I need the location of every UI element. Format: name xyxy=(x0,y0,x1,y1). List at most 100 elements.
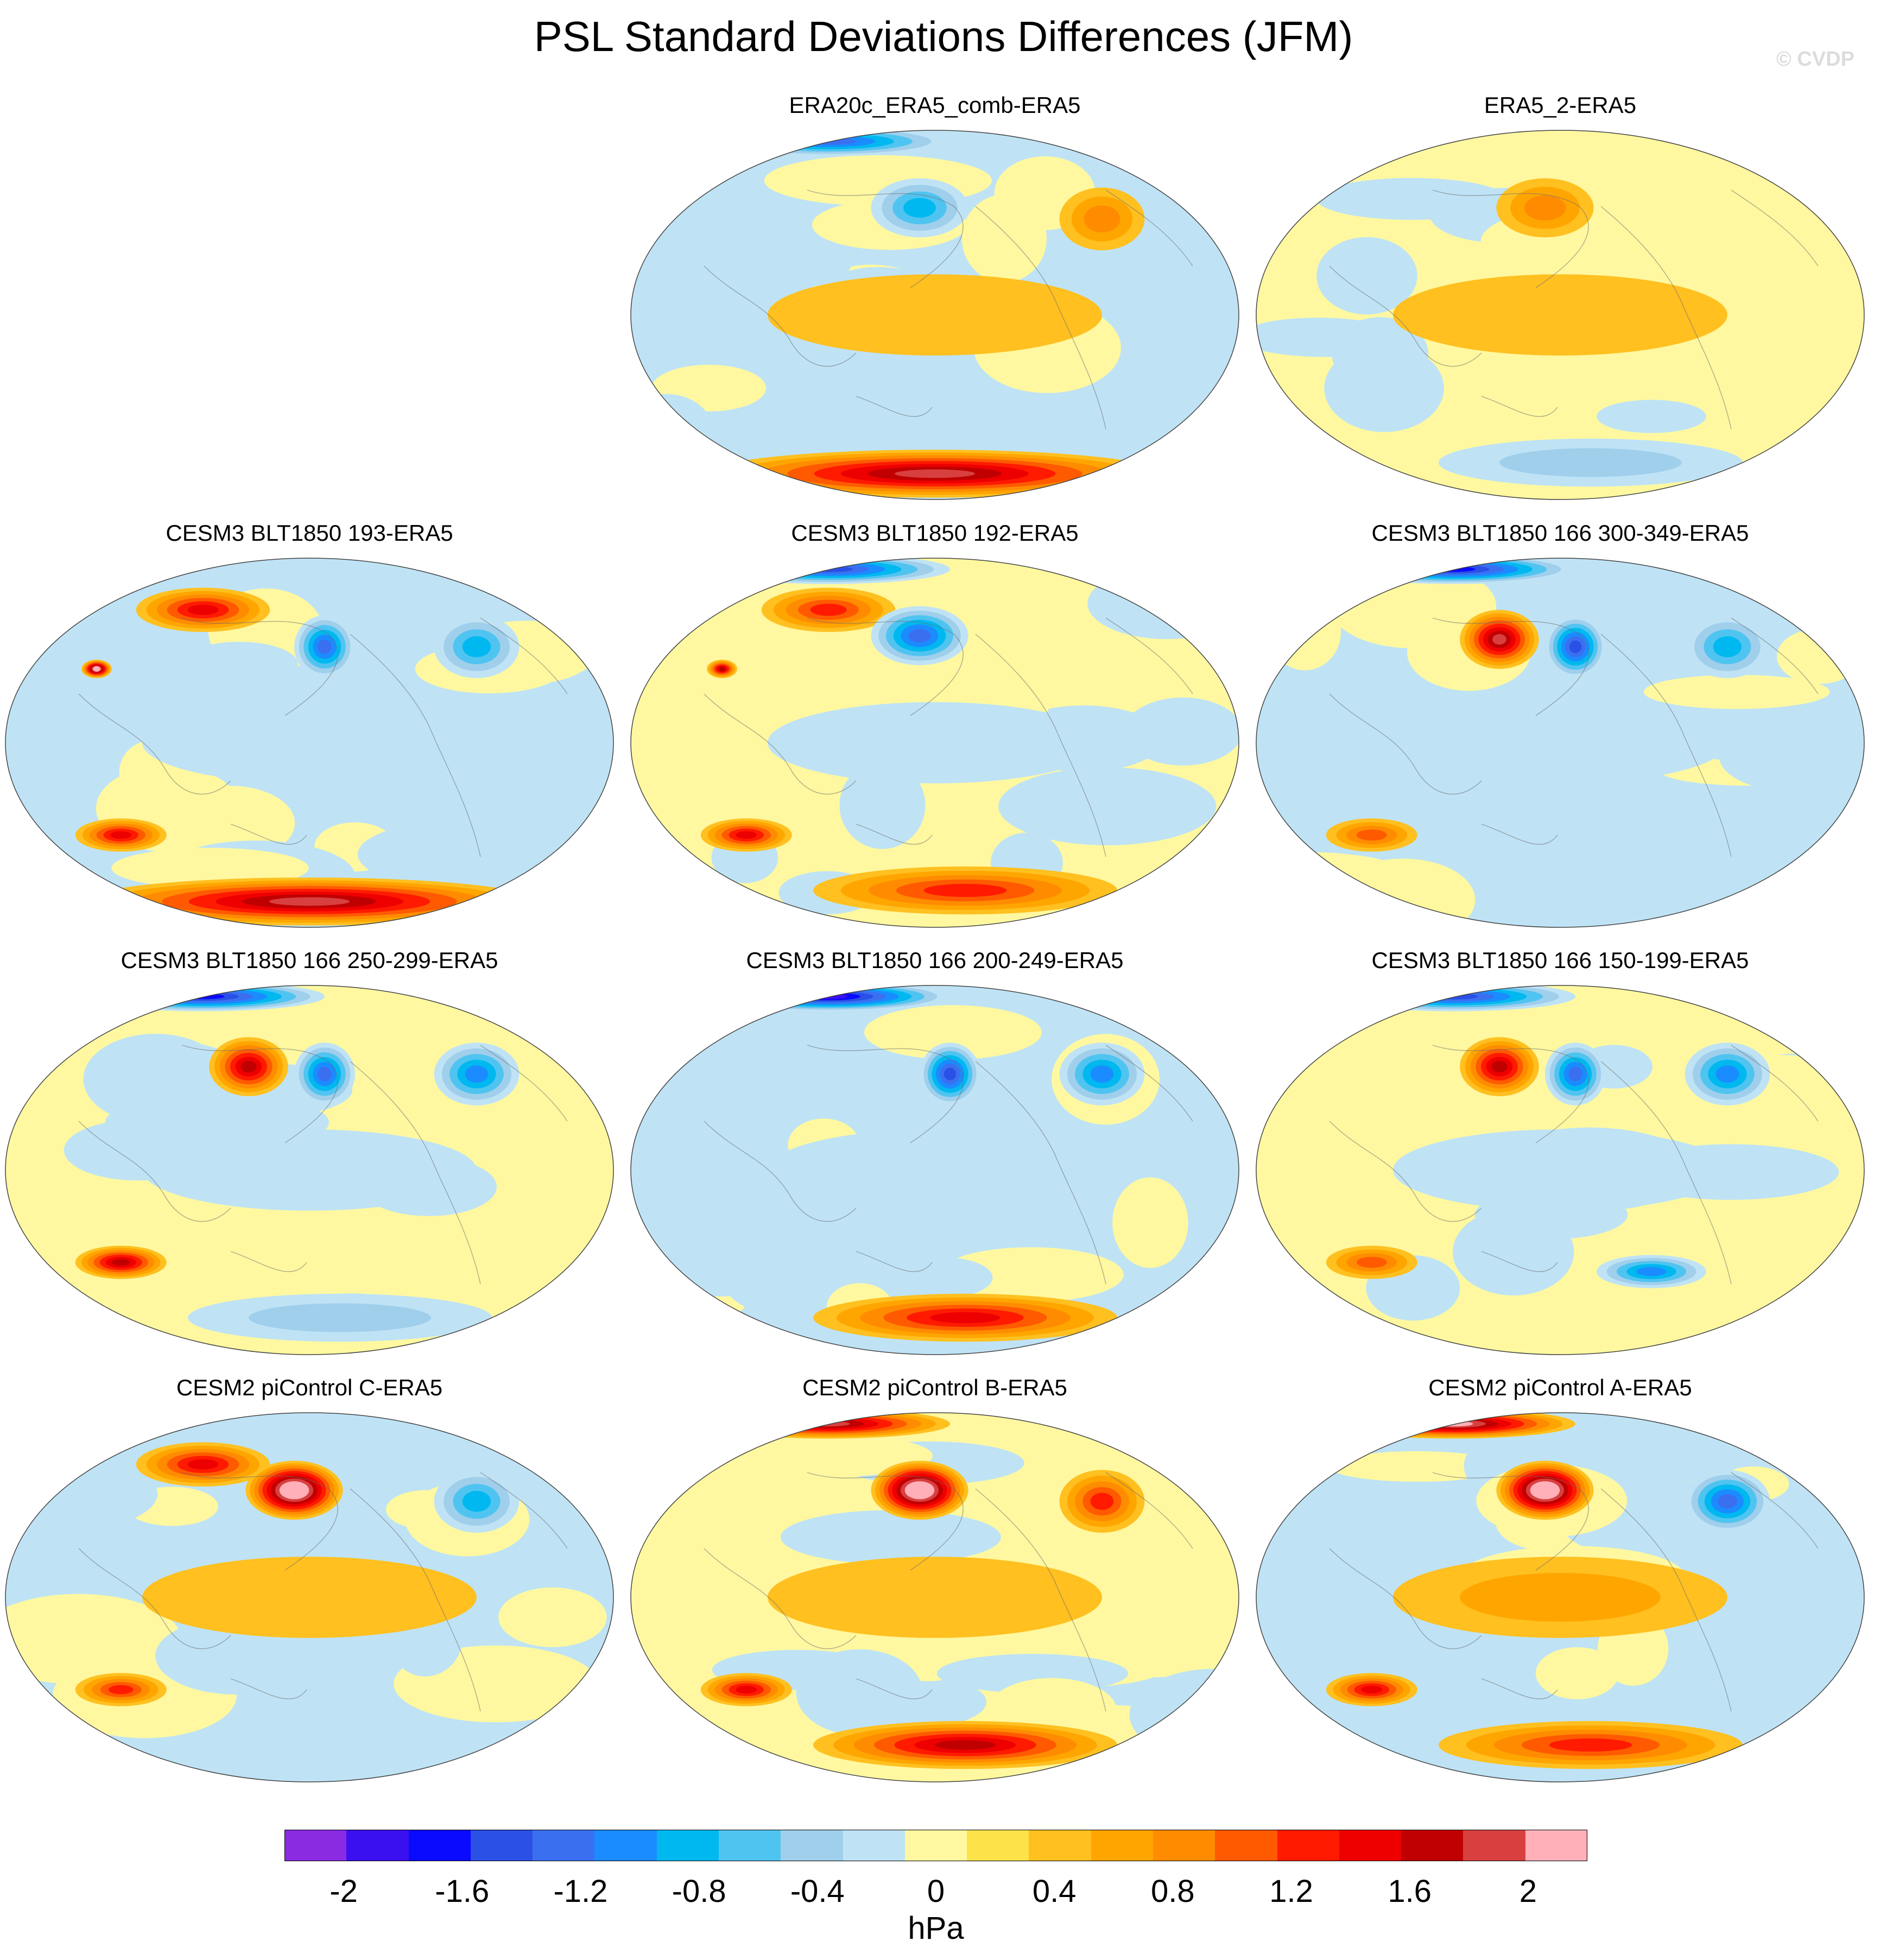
map-panel: CESM3 BLT1850 166 250-299-ERA5 xyxy=(0,947,619,1371)
map-panel: CESM3 BLT1850 166 300-349-ERA5 xyxy=(1251,520,1870,944)
colorbar-swatch xyxy=(408,1830,471,1861)
colorbar-swatch xyxy=(533,1830,595,1861)
anomaly-contour xyxy=(187,604,219,615)
anomaly-contour xyxy=(1636,1267,1667,1276)
panel-title: CESM2 piControl B-ERA5 xyxy=(802,1375,1067,1400)
panel-title: ERA5_2-ERA5 xyxy=(1484,92,1637,118)
colorbar-tick-label: 2 xyxy=(1519,1874,1537,1909)
colorbar-swatch xyxy=(1463,1830,1526,1861)
anomaly-contour xyxy=(462,636,491,657)
field-patch xyxy=(780,1510,1001,1564)
field-patch xyxy=(1124,697,1239,766)
map-outline xyxy=(630,985,1239,1355)
colorbar-tick-label: -1.6 xyxy=(435,1874,490,1909)
coastline xyxy=(1329,617,1819,857)
anomaly-contour xyxy=(93,666,100,672)
field-patch xyxy=(1535,1647,1619,1699)
field-patch xyxy=(839,761,926,849)
map-outline xyxy=(630,558,1239,928)
field-patch xyxy=(5,697,107,738)
anomaly-contour xyxy=(1393,702,1727,783)
anomaly-contour xyxy=(318,1066,332,1082)
panel-title: ERA20c_ERA5_comb-ERA5 xyxy=(789,92,1081,118)
anomaly-contour xyxy=(1597,400,1706,433)
anomaly-contour xyxy=(1418,565,1490,574)
map-panel: CESM3 BLT1850 193-ERA5 xyxy=(0,520,619,944)
anomaly-contour xyxy=(249,1303,431,1332)
anomaly-contour xyxy=(1568,1066,1582,1082)
colorbar-swatch xyxy=(1339,1830,1402,1861)
anomaly-contour xyxy=(768,702,1102,783)
colorbar-swatch xyxy=(656,1830,719,1861)
anomaly-contour xyxy=(1090,1493,1114,1510)
anomaly-contour xyxy=(462,1490,491,1512)
anomaly-contour xyxy=(1356,829,1387,841)
anomaly-contour xyxy=(1569,640,1582,653)
colorbar: -2 -1.6 -1.2 -0.8 -0.4 0 0.4 0.8 1.2 1.6 2 hPa xyxy=(284,1830,1588,1960)
anomaly-contour xyxy=(1413,991,1495,1002)
anomaly-contour xyxy=(935,1740,996,1750)
anomaly-contour xyxy=(800,138,857,145)
panel-title: CESM2 piControl C-ERA5 xyxy=(176,1375,443,1400)
map-panel: ERA5_2-ERA5 xyxy=(1251,92,1870,516)
colorbar-swatch xyxy=(1525,1830,1588,1861)
colorbar-swatch xyxy=(470,1830,533,1861)
map-panel: CESM3 BLT1850 192-ERA5 xyxy=(625,520,1244,944)
field-patch xyxy=(498,1587,607,1647)
anomaly-contour xyxy=(736,831,757,839)
field-patch xyxy=(1324,344,1444,432)
anomaly-contour xyxy=(810,604,847,616)
field-patch xyxy=(1777,628,1861,684)
anomaly-contour xyxy=(465,1065,489,1083)
global-map xyxy=(630,985,1239,1355)
anomaly-contour xyxy=(894,469,976,478)
map-panel: CESM3 BLT1850 166 200-249-ERA5 xyxy=(625,947,1244,1371)
coastline xyxy=(78,617,568,857)
colorbar-tick-label: 1.6 xyxy=(1388,1874,1432,1909)
anomaly-contour xyxy=(1460,1573,1661,1622)
field-patch xyxy=(1269,593,1341,671)
coastline xyxy=(1329,1045,1819,1285)
anomaly-contour xyxy=(1361,1685,1383,1694)
anomaly-contour xyxy=(1524,195,1566,221)
global-map xyxy=(5,558,614,928)
colorbar-tick-label: -1.2 xyxy=(553,1874,608,1909)
anomaly-contour xyxy=(142,1129,477,1211)
panel-title: CESM3 BLT1850 166 300-349-ERA5 xyxy=(1371,520,1749,546)
coastline xyxy=(704,1472,1193,1712)
anomaly-contour xyxy=(112,1259,130,1266)
anomaly-contour xyxy=(110,831,132,839)
anomaly-contour xyxy=(944,1067,957,1080)
field-patch xyxy=(893,1257,993,1298)
field-patch xyxy=(111,848,309,888)
coastline xyxy=(78,1045,568,1285)
colorbar-units: hPa xyxy=(908,1911,964,1946)
colorbar-swatch xyxy=(967,1830,1029,1861)
field-patch xyxy=(998,767,1217,845)
field-patch xyxy=(1143,1110,1239,1152)
colorbar-tick-label: 0.8 xyxy=(1151,1874,1195,1909)
anomaly-contour xyxy=(1090,1065,1114,1083)
anomaly-contour xyxy=(1549,1738,1632,1752)
field-patch xyxy=(631,1559,769,1620)
field-patch xyxy=(408,1267,517,1297)
anomaly-contour xyxy=(1538,1486,1552,1494)
anomaly-contour xyxy=(269,897,350,906)
colorbar-swatch xyxy=(284,1830,347,1861)
colorbar-tick-label: 1.2 xyxy=(1269,1874,1313,1909)
map-outline xyxy=(630,1412,1239,1782)
map-outline xyxy=(1256,558,1865,928)
map-outline xyxy=(5,985,614,1355)
coastline xyxy=(704,1045,1193,1285)
coastline xyxy=(704,189,1193,429)
colorbar-tick-label: -0.4 xyxy=(790,1874,845,1909)
colorbar-swatch xyxy=(1401,1830,1464,1861)
map-panel: ERA20c_ERA5_comb-ERA5 xyxy=(625,92,1244,516)
colorbar-swatch xyxy=(904,1830,967,1861)
anomaly-contour xyxy=(923,883,1007,897)
anomaly-contour xyxy=(719,666,725,672)
coastline xyxy=(1329,1472,1819,1712)
colorbar-swatch xyxy=(1277,1830,1340,1861)
field-patch xyxy=(1315,1070,1403,1123)
panel-title: CESM3 BLT1850 193-ERA5 xyxy=(166,520,453,546)
